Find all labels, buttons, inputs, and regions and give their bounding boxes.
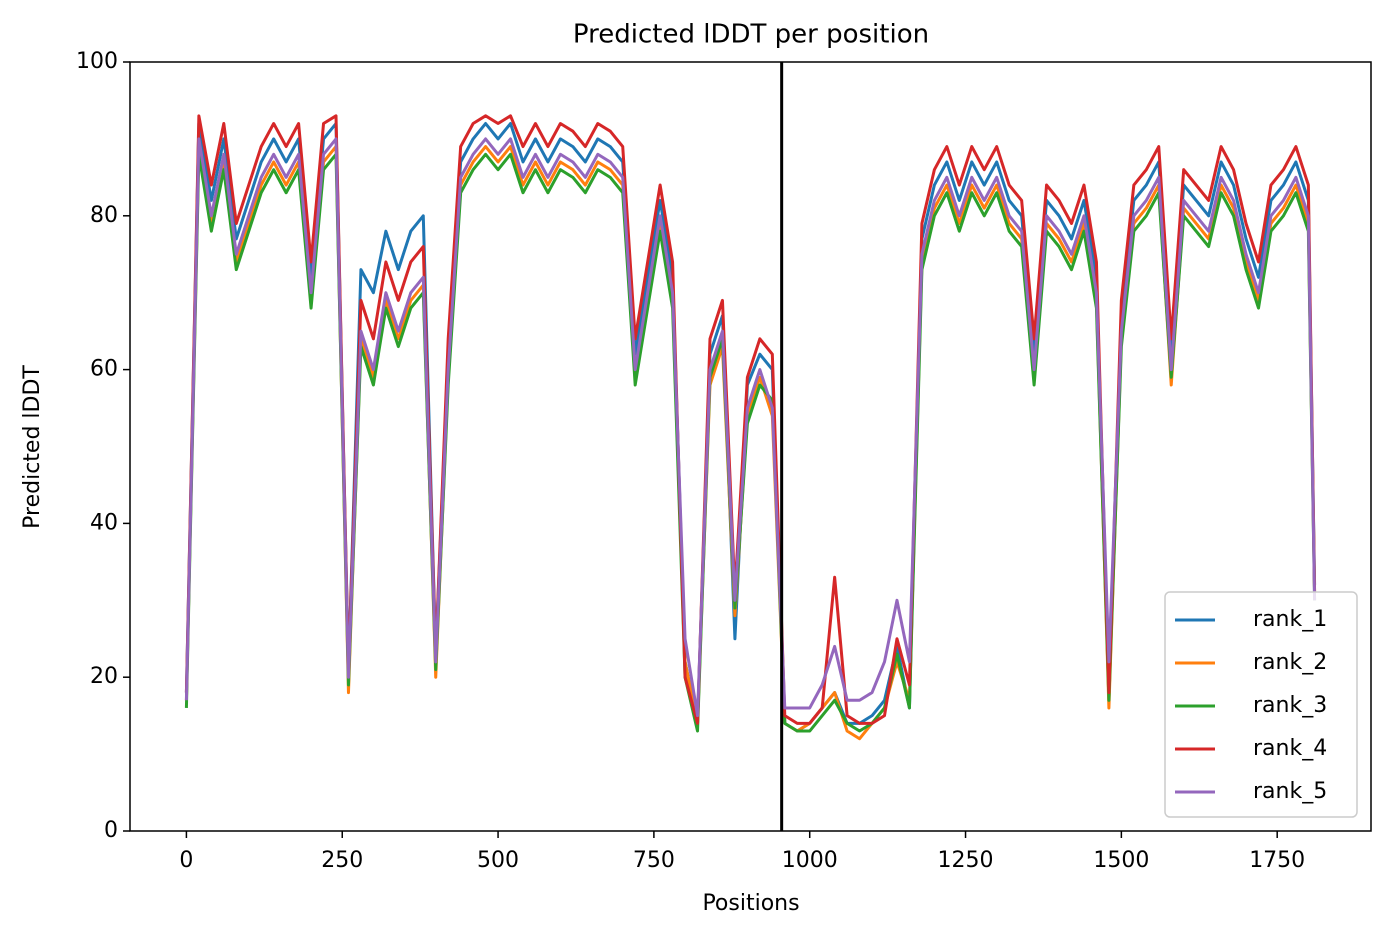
legend-box — [1164, 591, 1358, 818]
plot-frame — [129, 61, 1372, 832]
legend-label: rank_2 — [1253, 650, 1327, 675]
x-tick-label: 1750 — [1249, 848, 1305, 873]
chart-title: Predicted lDDT per position — [573, 20, 929, 50]
y-tick-label: 80 — [90, 203, 118, 228]
y-tick-label: 0 — [104, 818, 118, 843]
y-tick-label: 100 — [76, 49, 118, 74]
x-tick-label: 500 — [477, 848, 519, 873]
y-axis-label: Predicted lDDT — [20, 365, 45, 529]
x-tick-label: 1000 — [782, 848, 838, 873]
y-tick-label: 20 — [90, 664, 118, 689]
y-tick-label: 60 — [90, 357, 118, 382]
legend-label: rank_5 — [1253, 779, 1327, 804]
x-tick-label: 250 — [321, 848, 363, 873]
legend-label: rank_4 — [1253, 736, 1327, 761]
x-axis-label: Positions — [702, 891, 799, 916]
legend-label: rank_3 — [1253, 693, 1327, 718]
x-tick-label: 0 — [179, 848, 193, 873]
series-line — [184, 137, 1317, 718]
legend-label: rank_1 — [1253, 607, 1327, 632]
series-line — [184, 152, 1317, 733]
x-tick-label: 1500 — [1093, 848, 1149, 873]
series-line — [184, 122, 1317, 733]
x-tick-label: 1250 — [938, 848, 994, 873]
x-tick-label: 750 — [633, 848, 675, 873]
series-line — [184, 114, 1317, 725]
y-tick-label: 40 — [90, 510, 118, 535]
